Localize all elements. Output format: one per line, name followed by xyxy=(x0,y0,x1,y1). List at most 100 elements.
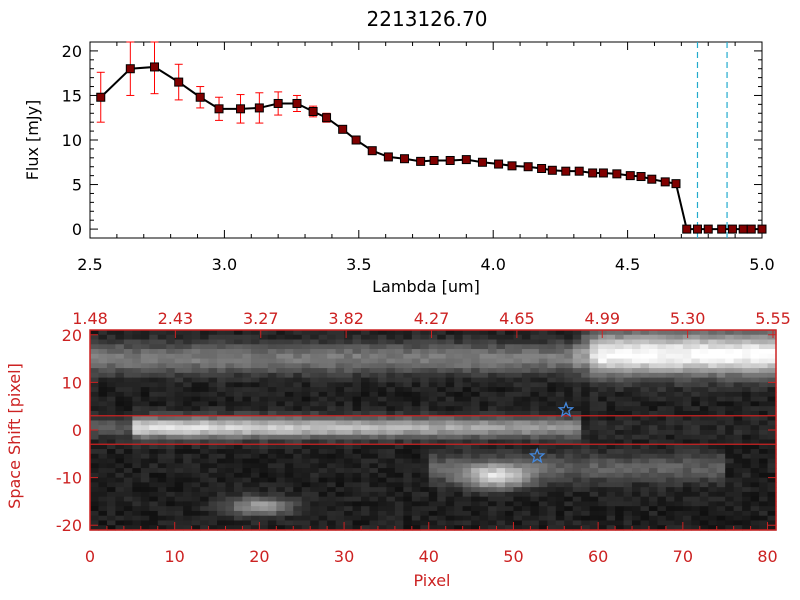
image-pixel xyxy=(420,449,430,455)
image-pixel xyxy=(564,434,574,441)
image-pixel xyxy=(191,349,201,355)
image-pixel xyxy=(242,358,252,364)
image-pixel xyxy=(742,487,752,493)
image-pixel xyxy=(259,339,269,345)
image-pixel xyxy=(259,444,269,450)
image-pixel xyxy=(149,334,159,341)
image-pixel xyxy=(369,382,379,388)
image-pixel xyxy=(267,468,277,474)
image-pixel xyxy=(632,491,642,498)
image-pixel xyxy=(140,349,150,355)
image-pixel xyxy=(225,510,235,517)
image-pixel xyxy=(276,368,286,374)
image-pixel xyxy=(471,349,481,355)
image-pixel xyxy=(411,434,421,441)
image-pixel xyxy=(428,487,438,493)
image-pixel xyxy=(471,434,481,441)
image-pixel xyxy=(208,468,218,474)
image-pixel xyxy=(623,453,633,460)
image-pixel xyxy=(716,358,726,364)
image-pixel xyxy=(284,415,294,422)
image-pixel xyxy=(394,339,404,345)
image-pixel xyxy=(225,420,235,426)
image-pixel xyxy=(606,510,616,517)
image-pixel xyxy=(759,468,769,474)
image-pixel xyxy=(208,515,218,522)
image-pixel xyxy=(471,372,481,379)
image-pixel xyxy=(293,353,303,360)
image-pixel xyxy=(98,363,108,369)
image-pixel xyxy=(504,363,515,369)
image-pixel xyxy=(183,449,193,455)
image-pixel xyxy=(140,482,150,488)
image-pixel xyxy=(369,377,379,383)
image-pixel xyxy=(547,506,557,512)
image-pixel xyxy=(377,434,388,441)
image-pixel xyxy=(538,415,548,422)
image-pixel xyxy=(674,482,684,488)
image-pixel xyxy=(183,468,193,474)
image-pixel xyxy=(691,449,701,455)
image-pixel xyxy=(750,391,760,398)
image-pixel xyxy=(488,430,498,436)
image-pixel xyxy=(327,415,337,422)
image-pixel xyxy=(242,472,252,479)
image-pixel xyxy=(504,344,515,350)
image-pixel xyxy=(183,501,193,507)
image-pixel xyxy=(462,353,472,360)
image-pixel xyxy=(623,391,633,398)
image-pixel xyxy=(682,506,692,512)
image-pixel xyxy=(615,377,625,383)
image-pixel xyxy=(581,382,591,388)
image-pixel xyxy=(454,387,464,393)
image-pixel xyxy=(437,330,447,336)
image-pixel xyxy=(386,496,396,503)
image-pixel xyxy=(699,520,709,526)
image-pixel xyxy=(521,458,531,464)
image-pixel xyxy=(344,349,354,355)
image-pixel xyxy=(615,487,625,493)
image-pixel xyxy=(445,525,455,531)
image-pixel xyxy=(682,458,692,464)
image-pixel xyxy=(310,434,320,441)
image-pixel xyxy=(496,391,506,398)
image-pixel xyxy=(310,330,320,336)
image-pixel xyxy=(157,425,167,431)
image-pixel xyxy=(513,472,523,479)
image-pixel xyxy=(225,444,235,450)
image-pixel xyxy=(166,334,176,341)
image-pixel xyxy=(572,377,582,383)
image-pixel xyxy=(623,487,633,493)
image-pixel xyxy=(344,506,354,512)
image-pixel xyxy=(674,401,684,407)
image-pixel xyxy=(733,410,743,417)
image-pixel xyxy=(547,439,557,445)
image-pixel xyxy=(394,425,404,431)
image-pixel xyxy=(742,344,752,350)
image-pixel xyxy=(335,425,345,431)
image-pixel xyxy=(750,458,760,464)
image-pixel xyxy=(428,449,438,455)
image-pixel xyxy=(581,396,591,403)
image-pixel xyxy=(437,487,447,493)
image-pixel xyxy=(598,444,608,450)
image-pixel xyxy=(471,477,481,483)
image-pixel xyxy=(555,449,565,455)
image-pixel xyxy=(742,330,752,336)
image-pixel xyxy=(581,334,591,341)
image-pixel xyxy=(267,506,277,512)
image-pixel xyxy=(479,453,489,460)
image-pixel xyxy=(598,406,608,412)
image-pixel xyxy=(98,487,108,493)
image-pixel xyxy=(115,334,125,341)
image-pixel xyxy=(555,515,565,522)
image-pixel xyxy=(369,453,379,460)
image-pixel xyxy=(369,515,379,522)
image-pixel xyxy=(191,430,201,436)
image-pixel xyxy=(115,430,125,436)
image-pixel xyxy=(521,425,531,431)
image-pixel xyxy=(411,368,421,374)
image-pixel xyxy=(521,520,531,526)
image-pixel xyxy=(665,401,675,407)
image-pixel xyxy=(437,358,447,364)
